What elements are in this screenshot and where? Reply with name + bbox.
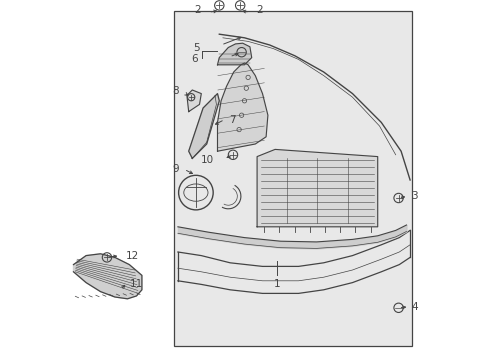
Text: 11: 11 (130, 279, 143, 289)
Text: 9: 9 (172, 164, 179, 174)
Text: 2: 2 (256, 5, 262, 15)
Polygon shape (257, 149, 377, 227)
Text: 7: 7 (229, 114, 236, 125)
Text: 3: 3 (410, 191, 417, 201)
Polygon shape (217, 43, 251, 65)
Polygon shape (73, 254, 142, 299)
Polygon shape (188, 94, 219, 158)
Text: 6: 6 (191, 54, 197, 64)
Text: 10: 10 (201, 155, 213, 165)
Text: 2: 2 (194, 5, 201, 15)
Text: 1: 1 (273, 279, 280, 289)
Text: 4: 4 (411, 302, 418, 312)
FancyBboxPatch shape (174, 11, 411, 346)
Text: 8: 8 (172, 86, 179, 96)
Text: 5: 5 (192, 43, 199, 53)
Text: 12: 12 (125, 251, 139, 261)
Polygon shape (186, 90, 201, 112)
Polygon shape (217, 63, 267, 151)
